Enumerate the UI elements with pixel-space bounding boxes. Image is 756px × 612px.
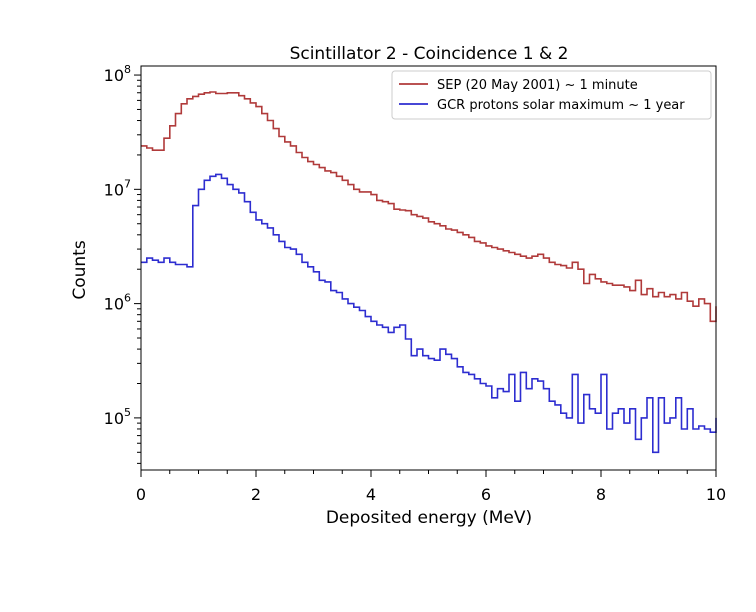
x-tick-label: 0 xyxy=(136,485,146,504)
series-layer xyxy=(141,91,717,454)
y-tick-label: 105 xyxy=(104,406,131,428)
y-axis-ticks: 105 106 107 108 xyxy=(104,63,141,464)
legend-label-sep: SEP (20 May 2001) ~ 1 minute xyxy=(437,78,638,93)
x-tick-label: 8 xyxy=(596,485,606,504)
x-axis-ticks: 0 2 4 6 8 10 xyxy=(136,470,726,504)
x-tick-label: 2 xyxy=(251,485,261,504)
x-axis-label: Deposited energy (MeV) xyxy=(326,508,532,528)
legend: SEP (20 May 2001) ~ 1 minute GCR protons… xyxy=(391,70,712,120)
y-tick-label: 108 xyxy=(104,63,131,85)
y-tick-label: 107 xyxy=(104,177,131,199)
chart-title: Scintillator 2 - Coincidence 1 & 2 xyxy=(290,44,569,64)
x-tick-label: 10 xyxy=(706,485,726,504)
series-line-1 xyxy=(141,173,717,454)
x-tick-label: 4 xyxy=(366,485,376,504)
legend-label-gcr: GCR protons solar maximum ~ 1 year xyxy=(437,98,685,113)
series-line-0 xyxy=(141,91,717,323)
legend-box xyxy=(391,70,712,120)
y-axis-label: Counts xyxy=(70,240,90,299)
x-tick-label: 6 xyxy=(481,485,491,504)
y-tick-label: 106 xyxy=(104,292,131,314)
